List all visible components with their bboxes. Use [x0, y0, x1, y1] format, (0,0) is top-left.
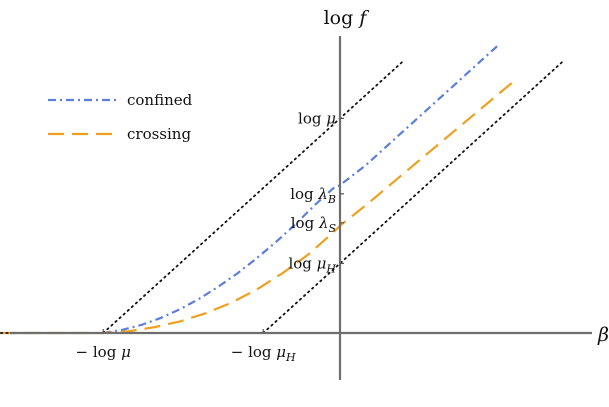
x-axis-label: β — [597, 324, 609, 346]
x-tick-label-1: − log μH — [231, 343, 296, 364]
y-axis-label: log f — [324, 7, 370, 29]
tick-layer: − log μ − log μH log μ log λB log λS log μH — [76, 109, 344, 364]
y-tick-label-0: log μ — [298, 109, 336, 127]
guide-2-line — [102, 59, 405, 334]
y-tick-label-2: log λS — [291, 214, 337, 235]
legend-label-crossing: crossing — [127, 125, 191, 143]
legend-label-confined: confined — [127, 91, 193, 109]
y-tick-label-3: log μH — [288, 254, 336, 275]
guide-3-line — [262, 59, 565, 334]
legend: confined crossing — [48, 91, 193, 143]
x-tick-label-0: − log μ — [76, 343, 131, 361]
confined-line — [103, 42, 501, 335]
series-layer — [0, 42, 565, 335]
crossing-line — [0, 78, 517, 335]
y-tick-label-1: log λB — [290, 185, 336, 206]
